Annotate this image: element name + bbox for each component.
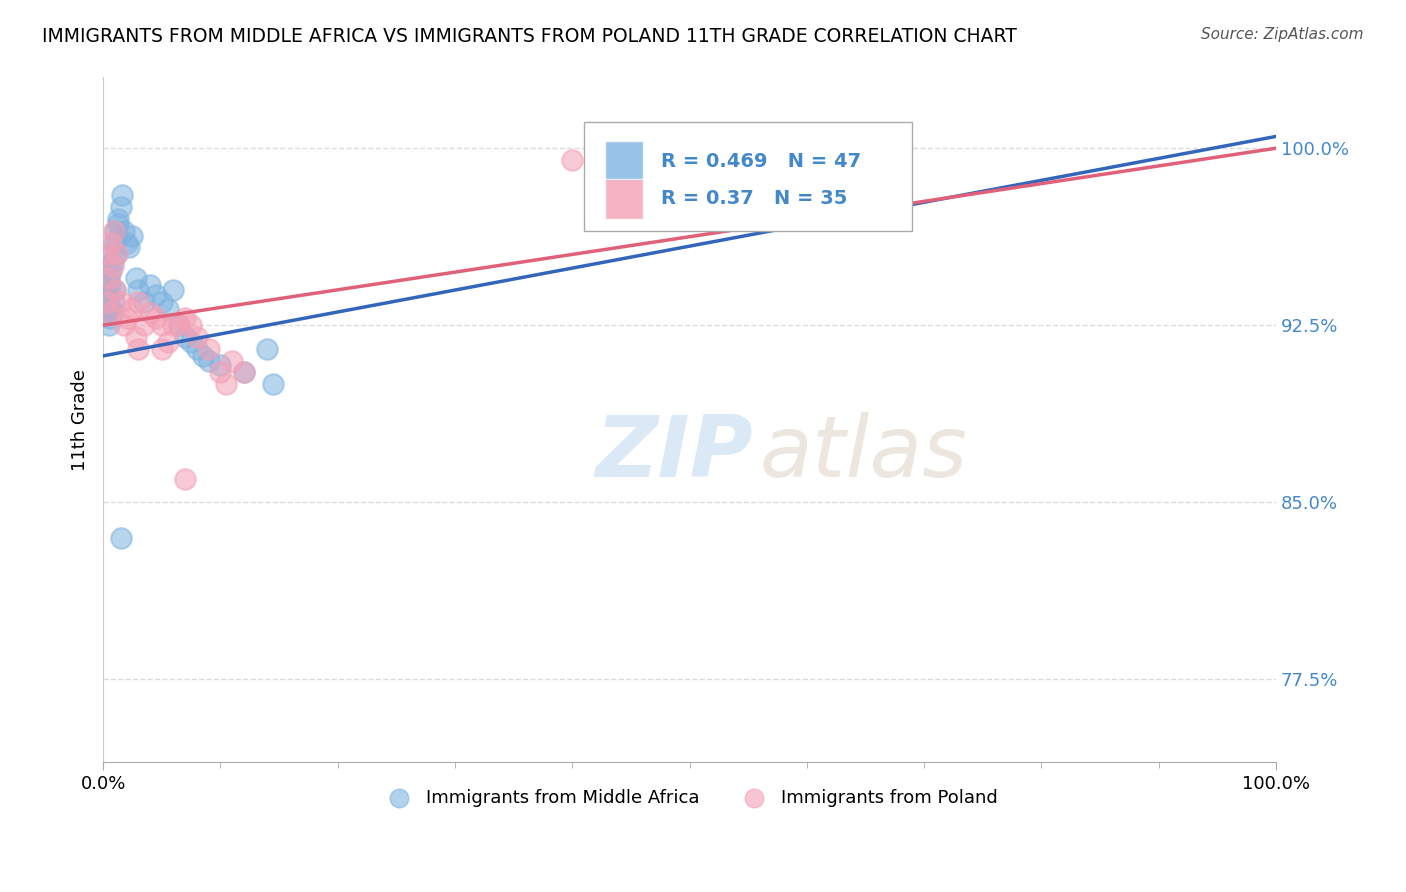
Point bbox=[262, 377, 284, 392]
Point bbox=[97, 247, 120, 261]
Point bbox=[100, 264, 122, 278]
Point bbox=[186, 330, 208, 344]
Point bbox=[125, 271, 148, 285]
Point bbox=[97, 287, 120, 301]
Point bbox=[174, 311, 197, 326]
Point bbox=[101, 259, 124, 273]
Point bbox=[103, 294, 125, 309]
Point bbox=[96, 283, 118, 297]
Point bbox=[150, 318, 173, 333]
Point bbox=[169, 318, 191, 333]
Point bbox=[110, 531, 132, 545]
Point bbox=[107, 217, 129, 231]
Point bbox=[104, 224, 127, 238]
Point bbox=[145, 311, 167, 326]
Point bbox=[98, 306, 121, 320]
Point bbox=[134, 294, 156, 309]
Point bbox=[127, 283, 149, 297]
Text: Source: ZipAtlas.com: Source: ZipAtlas.com bbox=[1201, 27, 1364, 42]
Point bbox=[100, 301, 122, 316]
Point bbox=[162, 318, 184, 333]
Point bbox=[232, 366, 254, 380]
Point bbox=[115, 235, 138, 250]
Point bbox=[134, 318, 156, 333]
Point bbox=[561, 153, 583, 167]
Point bbox=[174, 330, 197, 344]
Point bbox=[105, 247, 128, 261]
Text: ZIP: ZIP bbox=[596, 412, 754, 495]
Point bbox=[150, 294, 173, 309]
Legend: Immigrants from Middle Africa, Immigrants from Poland: Immigrants from Middle Africa, Immigrant… bbox=[374, 782, 1005, 814]
Point bbox=[110, 294, 132, 309]
Point bbox=[96, 259, 118, 273]
Point bbox=[121, 228, 143, 243]
Point bbox=[98, 271, 121, 285]
Point bbox=[101, 254, 124, 268]
Text: R = 0.469   N = 47: R = 0.469 N = 47 bbox=[661, 152, 862, 170]
Point bbox=[162, 283, 184, 297]
Point bbox=[98, 311, 121, 326]
Point bbox=[118, 240, 141, 254]
Point bbox=[150, 342, 173, 356]
Point bbox=[97, 247, 120, 261]
Point bbox=[156, 301, 179, 316]
Point bbox=[209, 366, 232, 380]
Point bbox=[105, 231, 128, 245]
Point bbox=[103, 235, 125, 250]
Point bbox=[104, 283, 127, 297]
Point bbox=[174, 472, 197, 486]
Point bbox=[215, 377, 238, 392]
Point bbox=[125, 330, 148, 344]
Point bbox=[107, 212, 129, 227]
Point bbox=[197, 353, 219, 368]
Point bbox=[115, 311, 138, 326]
Point bbox=[169, 318, 191, 333]
Point bbox=[180, 334, 202, 349]
Point bbox=[186, 342, 208, 356]
Point bbox=[101, 306, 124, 320]
Point bbox=[139, 306, 162, 320]
Point bbox=[127, 294, 149, 309]
Point bbox=[112, 318, 135, 333]
Point bbox=[96, 294, 118, 309]
Text: atlas: atlas bbox=[759, 412, 967, 495]
Point bbox=[145, 287, 167, 301]
Point bbox=[197, 342, 219, 356]
Point bbox=[104, 283, 127, 297]
FancyBboxPatch shape bbox=[583, 122, 912, 231]
Point bbox=[110, 200, 132, 214]
Point bbox=[98, 278, 121, 293]
Point bbox=[121, 301, 143, 316]
Point bbox=[100, 235, 122, 250]
Point bbox=[796, 145, 818, 160]
Point bbox=[191, 349, 214, 363]
Point bbox=[156, 334, 179, 349]
Point bbox=[98, 306, 121, 320]
Point bbox=[256, 342, 278, 356]
Point bbox=[232, 366, 254, 380]
Text: R = 0.37   N = 35: R = 0.37 N = 35 bbox=[661, 189, 848, 209]
Point bbox=[139, 278, 162, 293]
Point bbox=[111, 188, 134, 202]
Point bbox=[105, 247, 128, 261]
Y-axis label: 11th Grade: 11th Grade bbox=[72, 368, 89, 471]
FancyBboxPatch shape bbox=[605, 178, 643, 219]
Point bbox=[112, 224, 135, 238]
Point bbox=[180, 318, 202, 333]
Point bbox=[103, 224, 125, 238]
Point bbox=[98, 318, 121, 333]
Point bbox=[127, 342, 149, 356]
Text: IMMIGRANTS FROM MIDDLE AFRICA VS IMMIGRANTS FROM POLAND 11TH GRADE CORRELATION C: IMMIGRANTS FROM MIDDLE AFRICA VS IMMIGRA… bbox=[42, 27, 1017, 45]
Point bbox=[221, 353, 243, 368]
Point bbox=[98, 271, 121, 285]
FancyBboxPatch shape bbox=[605, 141, 643, 181]
Point bbox=[94, 294, 117, 309]
Point bbox=[209, 359, 232, 373]
